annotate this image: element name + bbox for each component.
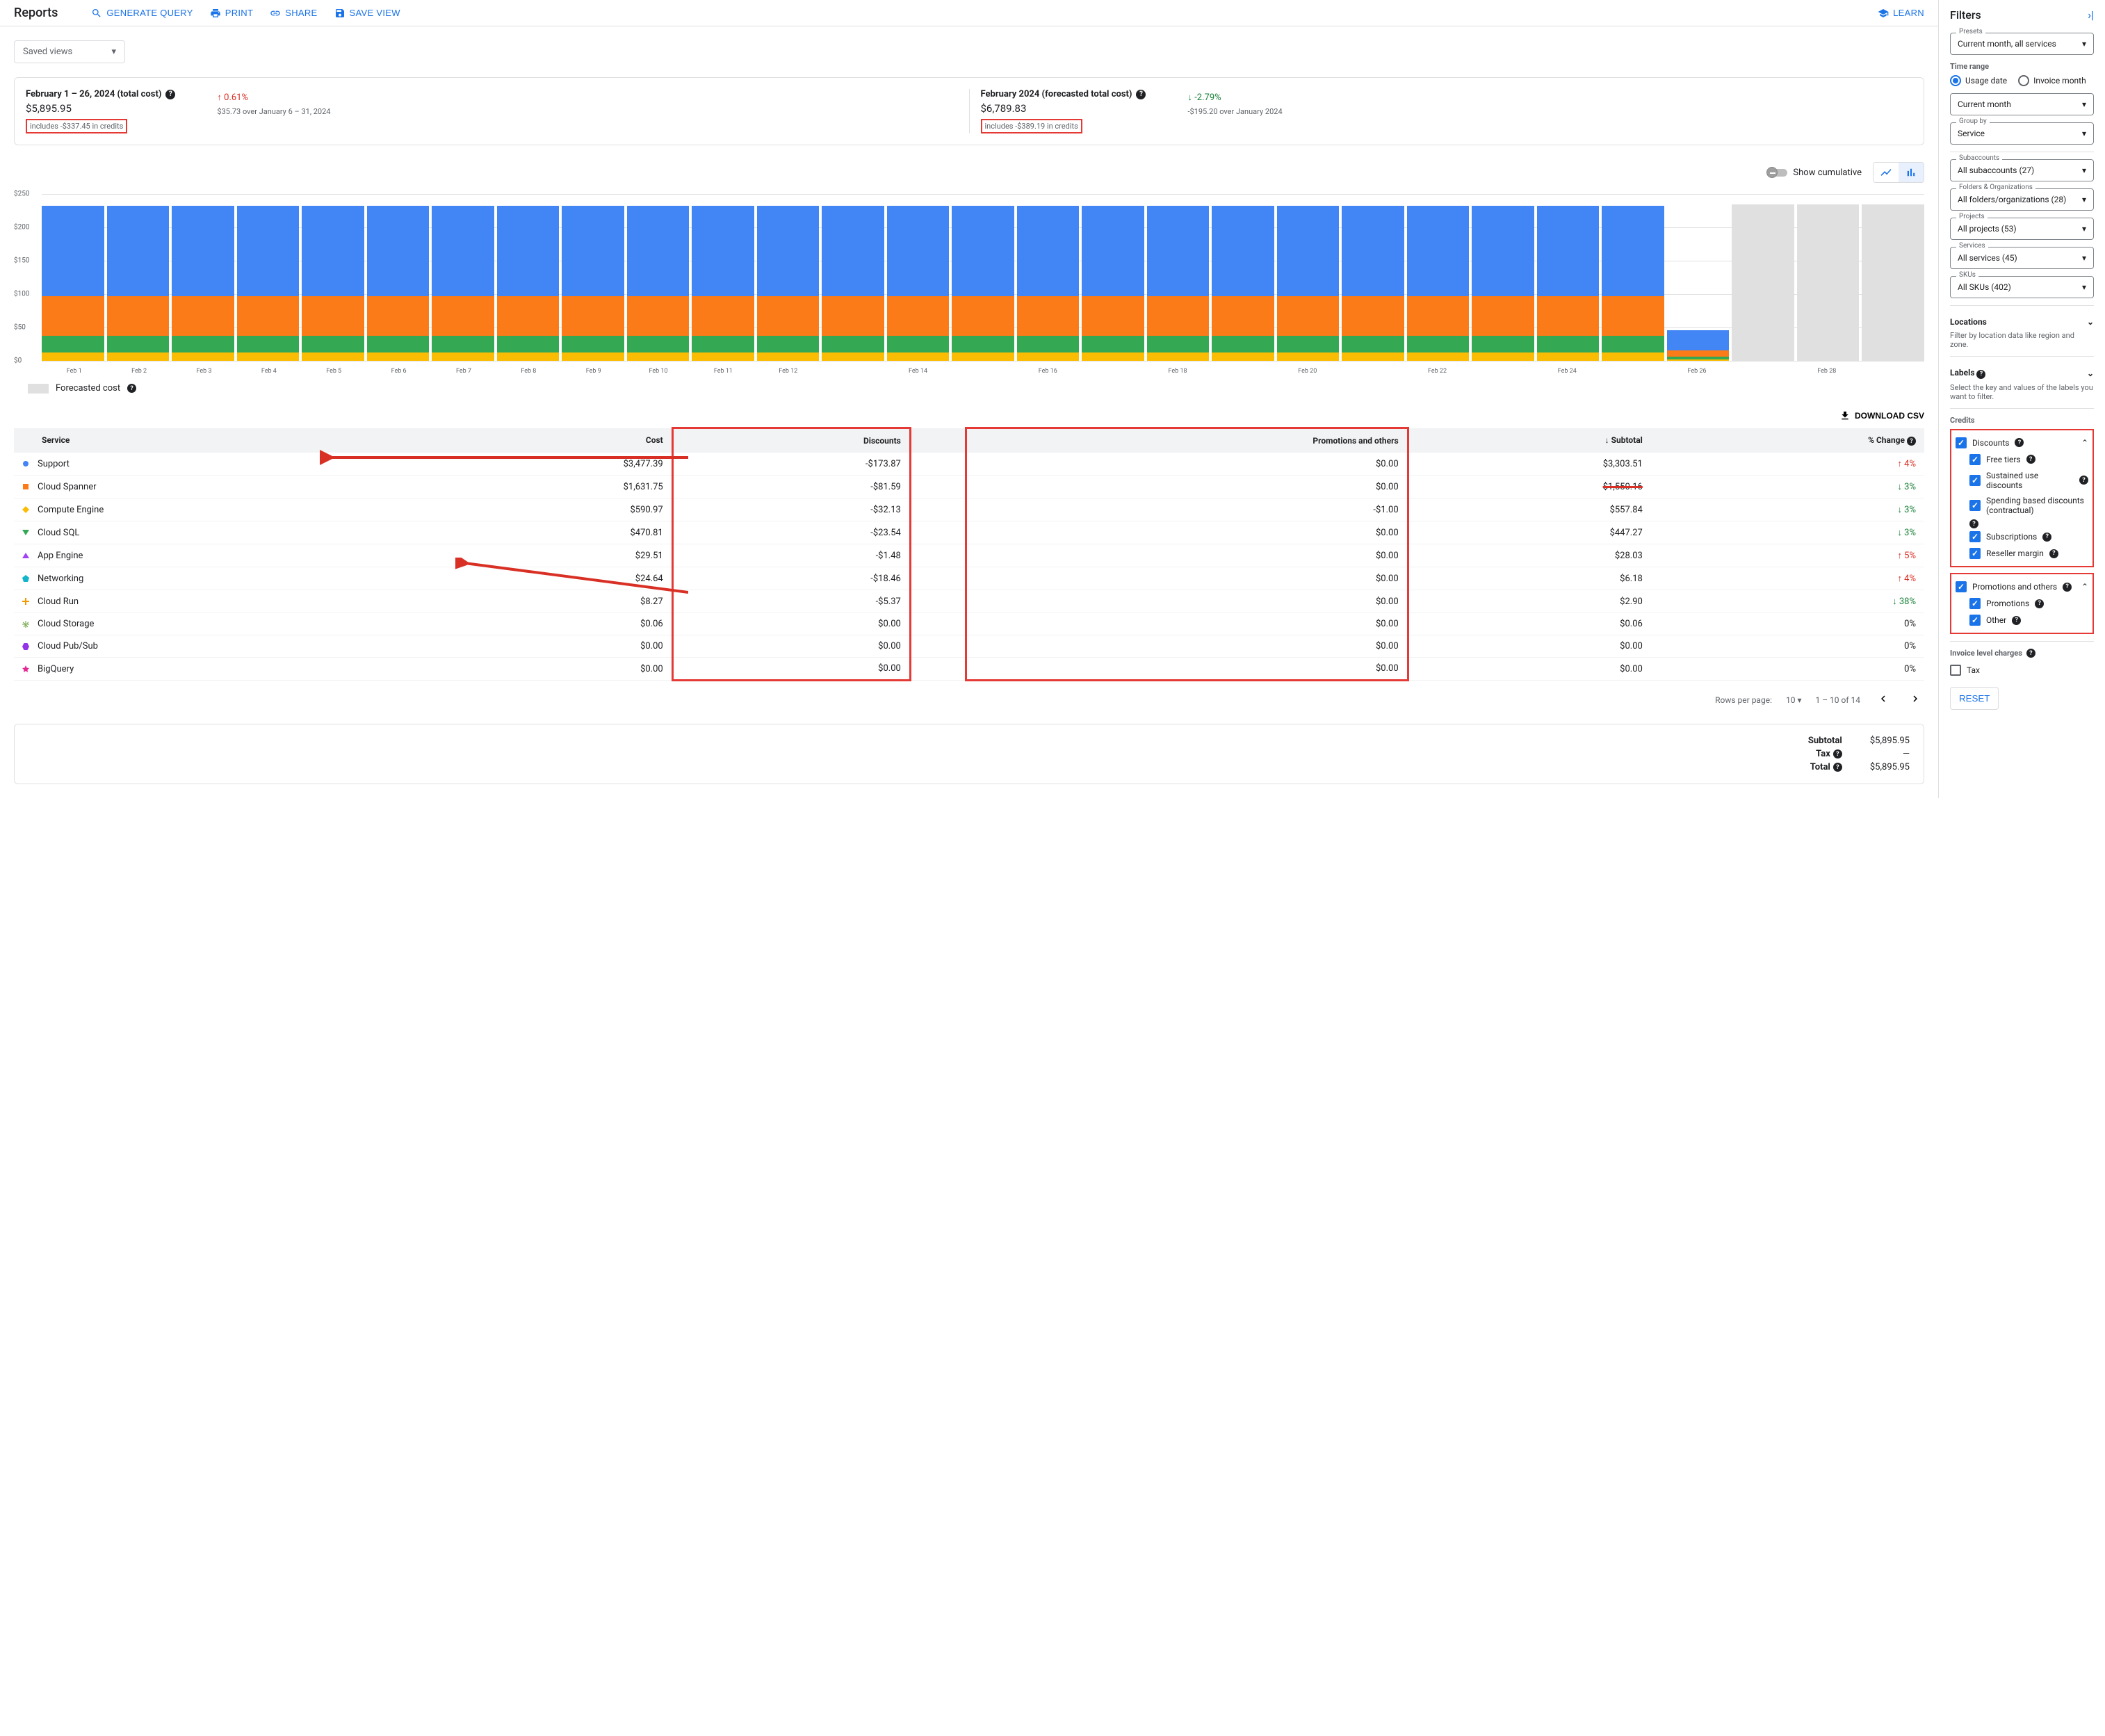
prev-page-button[interactable] — [1874, 690, 1892, 710]
collapse-icon[interactable]: ›| — [2088, 8, 2094, 22]
print-icon — [210, 8, 221, 19]
col-promotions[interactable]: Promotions and others — [966, 428, 1408, 453]
help-icon[interactable]: ? — [1833, 749, 1842, 759]
learn-icon — [1878, 8, 1889, 19]
help-icon: ? — [1976, 370, 1985, 379]
page-range: 1 – 10 of 14 — [1815, 695, 1860, 705]
help-icon[interactable]: ? — [1969, 519, 1978, 528]
invoice-month-radio[interactable]: Invoice month — [2018, 75, 2086, 86]
help-icon: ? — [2026, 455, 2035, 464]
share-button[interactable]: SHARE — [270, 8, 317, 19]
delta-down: ↓ -2.79% — [1187, 92, 1282, 103]
help-icon[interactable]: ? — [1136, 90, 1146, 99]
bar-chart-button[interactable] — [1899, 163, 1924, 182]
sustained-check[interactable]: Sustained use discounts ? — [1956, 468, 2088, 493]
saved-views-dropdown[interactable]: Saved views ▾ — [14, 40, 125, 63]
discounts-group: Discounts ? ⌃ Free tiers ? Sustained use… — [1950, 429, 2094, 568]
col-subtotal[interactable]: ↓ Subtotal — [1408, 428, 1651, 453]
table-row[interactable]: Cloud Run $8.27 -$5.37 $0.00 $2.90 ↓ 38% — [14, 590, 1924, 613]
col-cost[interactable]: Cost — [430, 428, 673, 453]
summary-cards: February 1 – 26, 2024 (total cost)? $5,8… — [14, 77, 1924, 145]
chevron-down-icon: ▾ — [111, 47, 116, 57]
table-row[interactable]: Cloud Pub/Sub $0.00 $0.00 $0.00 $0.00 0% — [14, 635, 1924, 658]
forecast-cost-card: February 2024 (forecasted total cost)? $… — [970, 89, 1924, 133]
help-icon: ? — [2063, 583, 2072, 592]
col-service[interactable]: Service — [14, 428, 430, 453]
spending-check[interactable]: Spending based discounts (contractual) — [1956, 493, 2088, 518]
pagination: Rows per page: 10 ▾ 1 – 10 of 14 — [14, 690, 1924, 710]
table-row[interactable]: Networking $24.64 -$18.46 $0.00 $6.18 ↑ … — [14, 567, 1924, 590]
chevron-up-icon: ⌃ — [2081, 582, 2088, 592]
help-icon: ? — [2049, 549, 2058, 558]
help-icon: ? — [2042, 533, 2051, 542]
download-icon — [1839, 410, 1851, 421]
skus-select[interactable]: SKUsAll SKUs (402)▾ — [1950, 276, 2094, 298]
reseller-check[interactable]: Reseller margin ? — [1956, 545, 2088, 562]
subaccounts-select[interactable]: SubaccountsAll subaccounts (27)▾ — [1950, 159, 2094, 181]
filters-title: Filters — [1950, 8, 1981, 22]
subscriptions-check[interactable]: Subscriptions ? — [1956, 528, 2088, 545]
help-icon: ? — [2079, 476, 2088, 485]
group-by-select[interactable]: Group byService▾ — [1950, 122, 2094, 145]
other-check[interactable]: Other ? — [1956, 612, 2088, 628]
cost-chart: $0$50$100$150$200$250Feb 1Feb 2Feb 3Feb … — [14, 194, 1924, 375]
credits-note: includes -$337.45 in credits — [26, 119, 127, 133]
labels-expand[interactable]: Labels ?⌄ — [1950, 364, 2094, 383]
share-icon — [270, 8, 281, 19]
help-icon[interactable]: ? — [1833, 763, 1842, 772]
chevron-up-icon: ⌃ — [2081, 438, 2088, 448]
table-row[interactable]: Cloud SQL $470.81 -$23.54 $0.00 $447.27 … — [14, 521, 1924, 544]
folders-select[interactable]: Folders & OrganizationsAll folders/organ… — [1950, 188, 2094, 211]
tax-check[interactable]: Tax — [1950, 662, 2094, 679]
totals-panel: Subtotal$5,895.95 Tax ?— Total ?$5,895.9… — [14, 724, 1924, 784]
promotions-others-check[interactable]: Promotions and others ? ⌃ — [1956, 578, 2088, 595]
help-icon[interactable]: ? — [165, 90, 175, 99]
table-row[interactable]: Compute Engine $590.97 -$32.13 -$1.00 $5… — [14, 498, 1924, 521]
help-icon: ? — [2035, 599, 2044, 608]
help-icon[interactable]: ? — [2026, 649, 2035, 658]
query-icon — [91, 8, 102, 19]
total-cost-card: February 1 – 26, 2024 (total cost)? $5,8… — [15, 89, 969, 133]
services-select[interactable]: ServicesAll services (45)▾ — [1950, 247, 2094, 269]
show-cumulative-toggle[interactable]: Show cumulative — [1768, 168, 1862, 178]
free-tiers-check[interactable]: Free tiers ? — [1956, 451, 2088, 468]
discounts-check[interactable]: Discounts ? ⌃ — [1956, 435, 2088, 451]
time-range-select[interactable]: Current month▾ — [1950, 93, 2094, 115]
usage-date-radio[interactable]: Usage date — [1950, 75, 2007, 86]
line-chart-button[interactable] — [1874, 163, 1899, 182]
header: Reports GENERATE QUERY PRINT SHARE SAVE … — [0, 0, 1938, 26]
help-icon: ? — [2012, 616, 2021, 625]
download-csv-button[interactable]: DOWNLOAD CSV — [1839, 410, 1924, 421]
col-discounts[interactable]: Discounts — [672, 428, 910, 453]
save-icon — [334, 8, 346, 19]
help-icon: ? — [1907, 437, 1916, 446]
table-row[interactable]: Cloud Spanner $1,631.75 -$81.59 $0.00 $1… — [14, 476, 1924, 498]
delta-up: ↑ 0.61% — [217, 92, 330, 103]
credits-note: includes -$389.19 in credits — [981, 119, 1082, 133]
table-row[interactable]: Cloud Storage $0.06 $0.00 $0.00 $0.06 0% — [14, 613, 1924, 635]
projects-select[interactable]: ProjectsAll projects (53)▾ — [1950, 218, 2094, 240]
help-icon: ? — [2015, 438, 2024, 447]
print-button[interactable]: PRINT — [210, 8, 254, 19]
reset-button[interactable]: RESET — [1950, 687, 1999, 710]
next-page-button[interactable] — [1906, 690, 1924, 710]
promotions-check[interactable]: Promotions ? — [1956, 595, 2088, 612]
cost-table: Service Cost Discounts Promotions and ot… — [14, 427, 1924, 681]
table-row[interactable]: BigQuery $0.00 $0.00 $0.00 $0.00 0% — [14, 658, 1924, 681]
promotions-group: Promotions and others ? ⌃ Promotions ? O… — [1950, 573, 2094, 634]
page-title: Reports — [14, 6, 58, 20]
learn-button[interactable]: LEARN — [1878, 8, 1924, 19]
help-icon[interactable]: ? — [127, 384, 136, 393]
chart-type-selector — [1873, 162, 1924, 183]
table-row[interactable]: App Engine $29.51 -$1.48 $0.00 $28.03 ↑ … — [14, 544, 1924, 567]
rows-per-page-select[interactable]: 10 ▾ — [1786, 695, 1802, 705]
col-change[interactable]: % Change ? — [1651, 428, 1924, 453]
presets-select[interactable]: Presets Current month, all services▾ — [1950, 33, 2094, 55]
locations-expand[interactable]: Locations⌄ — [1950, 313, 2094, 331]
save-view-button[interactable]: SAVE VIEW — [334, 8, 400, 19]
chart-legend: Forecasted cost ? — [14, 383, 1924, 394]
generate-query-button[interactable]: GENERATE QUERY — [91, 8, 193, 19]
filters-sidebar: Filters ›| Presets Current month, all se… — [1938, 0, 2105, 798]
table-row[interactable]: Support $3,477.39 -$173.87 $0.00 $3,303.… — [14, 453, 1924, 476]
